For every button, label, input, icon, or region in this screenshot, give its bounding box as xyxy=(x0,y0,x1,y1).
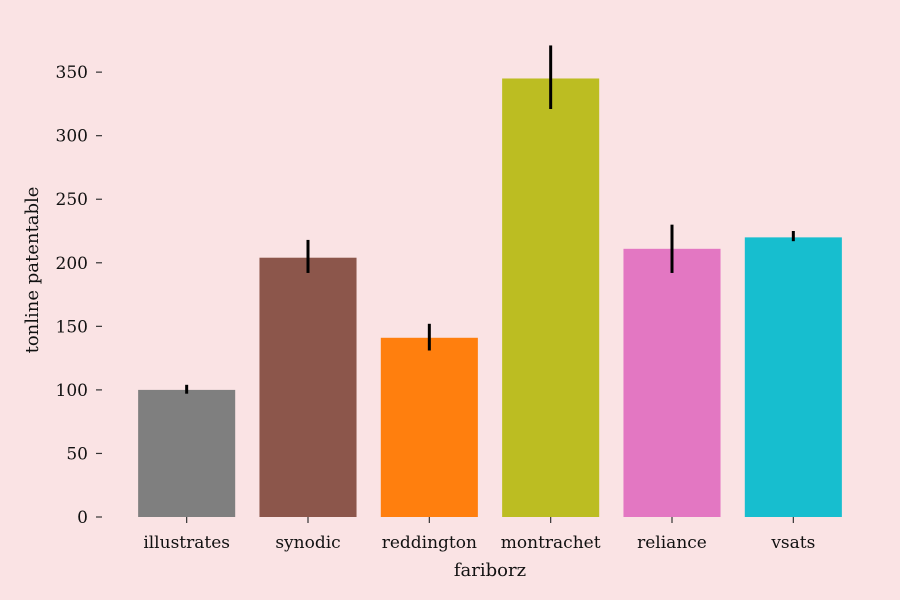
bar-montrachet xyxy=(502,78,600,517)
y-tick-label-100: 100 xyxy=(56,381,88,401)
x-tick-label-montrachet: montrachet xyxy=(501,533,601,553)
x-tick-label-reddington: reddington xyxy=(382,533,477,553)
y-axis: 0 50 100 150 200 250 300 350 xyxy=(56,63,102,528)
bars-layer xyxy=(138,78,842,518)
y-tick-label-0: 0 xyxy=(77,508,88,528)
bar-reliance xyxy=(623,248,721,517)
y-tick-label-200: 200 xyxy=(56,254,88,274)
bar-synodic xyxy=(259,257,357,517)
y-tick-label-250: 250 xyxy=(56,190,88,210)
x-axis: illustrates synodic reddington montrachet re… xyxy=(143,517,815,553)
x-tick-label-synodic: synodic xyxy=(275,533,340,553)
x-tick-label-reliance: reliance xyxy=(637,533,707,553)
y-tick-label-50: 50 xyxy=(66,444,88,464)
y-tick-label-150: 150 xyxy=(56,317,88,337)
x-axis-title: fariborz xyxy=(454,560,526,581)
bar-illustrates xyxy=(138,389,236,517)
x-tick-label-vsats: vsats xyxy=(770,533,815,553)
x-tick-label-illustrates: illustrates xyxy=(143,533,230,553)
bar-vsats xyxy=(744,237,842,518)
y-axis-title: tonline patentable xyxy=(22,187,43,354)
y-tick-label-300: 300 xyxy=(56,127,88,147)
errorbars-layer xyxy=(185,45,795,394)
bar-reddington xyxy=(380,337,478,517)
y-tick-label-350: 350 xyxy=(56,63,88,83)
